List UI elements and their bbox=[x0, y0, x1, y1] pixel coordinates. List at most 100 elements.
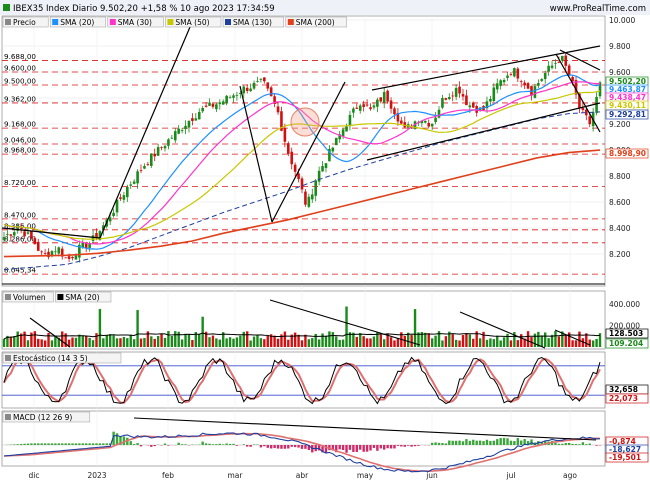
volume-bar bbox=[338, 339, 341, 347]
candle-body bbox=[242, 86, 246, 94]
macd-histogram-bar bbox=[115, 433, 119, 445]
volume-bar bbox=[119, 338, 122, 347]
volume-bar bbox=[242, 331, 245, 347]
candle-body bbox=[286, 143, 290, 154]
candle-body bbox=[369, 107, 372, 110]
candle-body bbox=[67, 256, 71, 259]
macd-histogram-bar bbox=[232, 443, 235, 445]
volume-bar bbox=[341, 339, 345, 347]
volume-bar bbox=[335, 336, 338, 347]
candle-body bbox=[324, 163, 328, 168]
macd-histogram-bar bbox=[533, 442, 537, 445]
macd-histogram-bar bbox=[33, 443, 37, 445]
price-value-label: 9.438,47 bbox=[609, 93, 646, 102]
price-level-label: 9.500,00 bbox=[4, 77, 36, 86]
candle-body bbox=[249, 88, 252, 92]
candle-body bbox=[225, 95, 228, 104]
macd-histogram-bar bbox=[249, 445, 252, 447]
macd-signal-line bbox=[3, 432, 601, 473]
volume-bar bbox=[187, 334, 191, 347]
volume-trendline bbox=[554, 329, 591, 346]
volume-bar bbox=[184, 333, 187, 347]
volume-bar bbox=[331, 332, 335, 347]
volume-bar bbox=[557, 336, 561, 347]
horizontal-levels: 9.688,00 9.600,00 9.500,00 9.362,00 9.168,00… bbox=[2, 52, 605, 285]
volume-bar bbox=[451, 334, 454, 347]
trendline bbox=[371, 45, 601, 91]
macd-histogram-bar bbox=[102, 443, 105, 445]
candle-body bbox=[84, 243, 88, 249]
price-level-label: 8.720,00 bbox=[4, 178, 36, 187]
candle-body bbox=[9, 234, 13, 236]
macd-histogram-bar bbox=[509, 440, 513, 445]
volume-bar bbox=[506, 333, 509, 347]
macd-histogram-bar bbox=[23, 443, 26, 445]
candle-body bbox=[119, 197, 122, 199]
macd-histogram-bar bbox=[372, 445, 376, 448]
candle-body bbox=[215, 104, 218, 110]
candle-body bbox=[595, 96, 598, 113]
volume-bar bbox=[74, 337, 78, 347]
volume-bar bbox=[129, 334, 132, 347]
macd-histogram-bar bbox=[489, 440, 492, 445]
volume-bar bbox=[317, 339, 321, 347]
candle-body bbox=[36, 241, 40, 251]
volume-bar bbox=[485, 339, 489, 347]
price-level-label: 8.470,00 bbox=[4, 210, 36, 219]
candle-body bbox=[280, 111, 283, 131]
volume-bar bbox=[245, 331, 249, 347]
legend-box bbox=[107, 16, 164, 28]
volume-bar bbox=[513, 332, 516, 347]
volume-bar bbox=[547, 338, 550, 347]
volume-bar bbox=[287, 339, 290, 347]
candle-body bbox=[365, 104, 369, 106]
price-level-label: 9.600,00 bbox=[4, 64, 36, 73]
candle-body bbox=[434, 117, 437, 123]
volume-bar bbox=[67, 339, 71, 347]
macd-panel[interactable] bbox=[1, 410, 606, 467]
candle-body bbox=[108, 217, 112, 222]
macd-histogram-bar bbox=[595, 445, 598, 446]
x-axis-label: jun bbox=[425, 471, 438, 480]
volume-bar bbox=[222, 332, 225, 347]
macd-histogram-bar bbox=[564, 443, 567, 445]
candle-body bbox=[554, 62, 557, 64]
volume-bar bbox=[266, 335, 269, 347]
macd-histogram-bar bbox=[472, 439, 475, 445]
volume-bar bbox=[311, 338, 314, 347]
volume-bar bbox=[458, 340, 461, 347]
volume-bar bbox=[348, 332, 352, 347]
macd-histogram-bar bbox=[95, 443, 98, 445]
sma-50-line bbox=[3, 90, 601, 240]
volume-bar bbox=[359, 333, 362, 347]
macd-histogram-bar bbox=[475, 440, 478, 445]
macd-histogram-bar bbox=[245, 445, 249, 447]
volume-bar bbox=[461, 335, 465, 347]
volume-bar bbox=[389, 337, 393, 347]
price-panel[interactable] bbox=[1, 15, 606, 287]
candle-body bbox=[129, 184, 133, 186]
macd-histogram-bar bbox=[119, 436, 122, 445]
volume-bar bbox=[383, 339, 386, 347]
price-value-label: 9.292,81 bbox=[609, 110, 646, 119]
candle-body bbox=[513, 68, 516, 77]
macd-histogram-bar bbox=[78, 443, 81, 445]
trendline bbox=[99, 19, 194, 239]
macd-histogram-bar bbox=[293, 445, 297, 448]
volume-bar bbox=[163, 337, 167, 347]
macd-histogram-bar bbox=[396, 445, 400, 446]
candle-body bbox=[23, 231, 26, 237]
candle-body bbox=[263, 77, 266, 82]
candle-body bbox=[143, 166, 146, 169]
volume-bar bbox=[297, 334, 300, 347]
macd-histogram-bar bbox=[50, 443, 54, 445]
macd-histogram-bar bbox=[132, 444, 136, 445]
volume-bar bbox=[239, 335, 242, 347]
macd-histogram-bar bbox=[482, 441, 485, 445]
macd-histogram-bar bbox=[91, 443, 95, 445]
legend-box bbox=[2, 291, 54, 303]
candle-body bbox=[245, 87, 249, 91]
macd-line bbox=[3, 432, 601, 473]
macd-histogram-bar bbox=[365, 445, 369, 452]
